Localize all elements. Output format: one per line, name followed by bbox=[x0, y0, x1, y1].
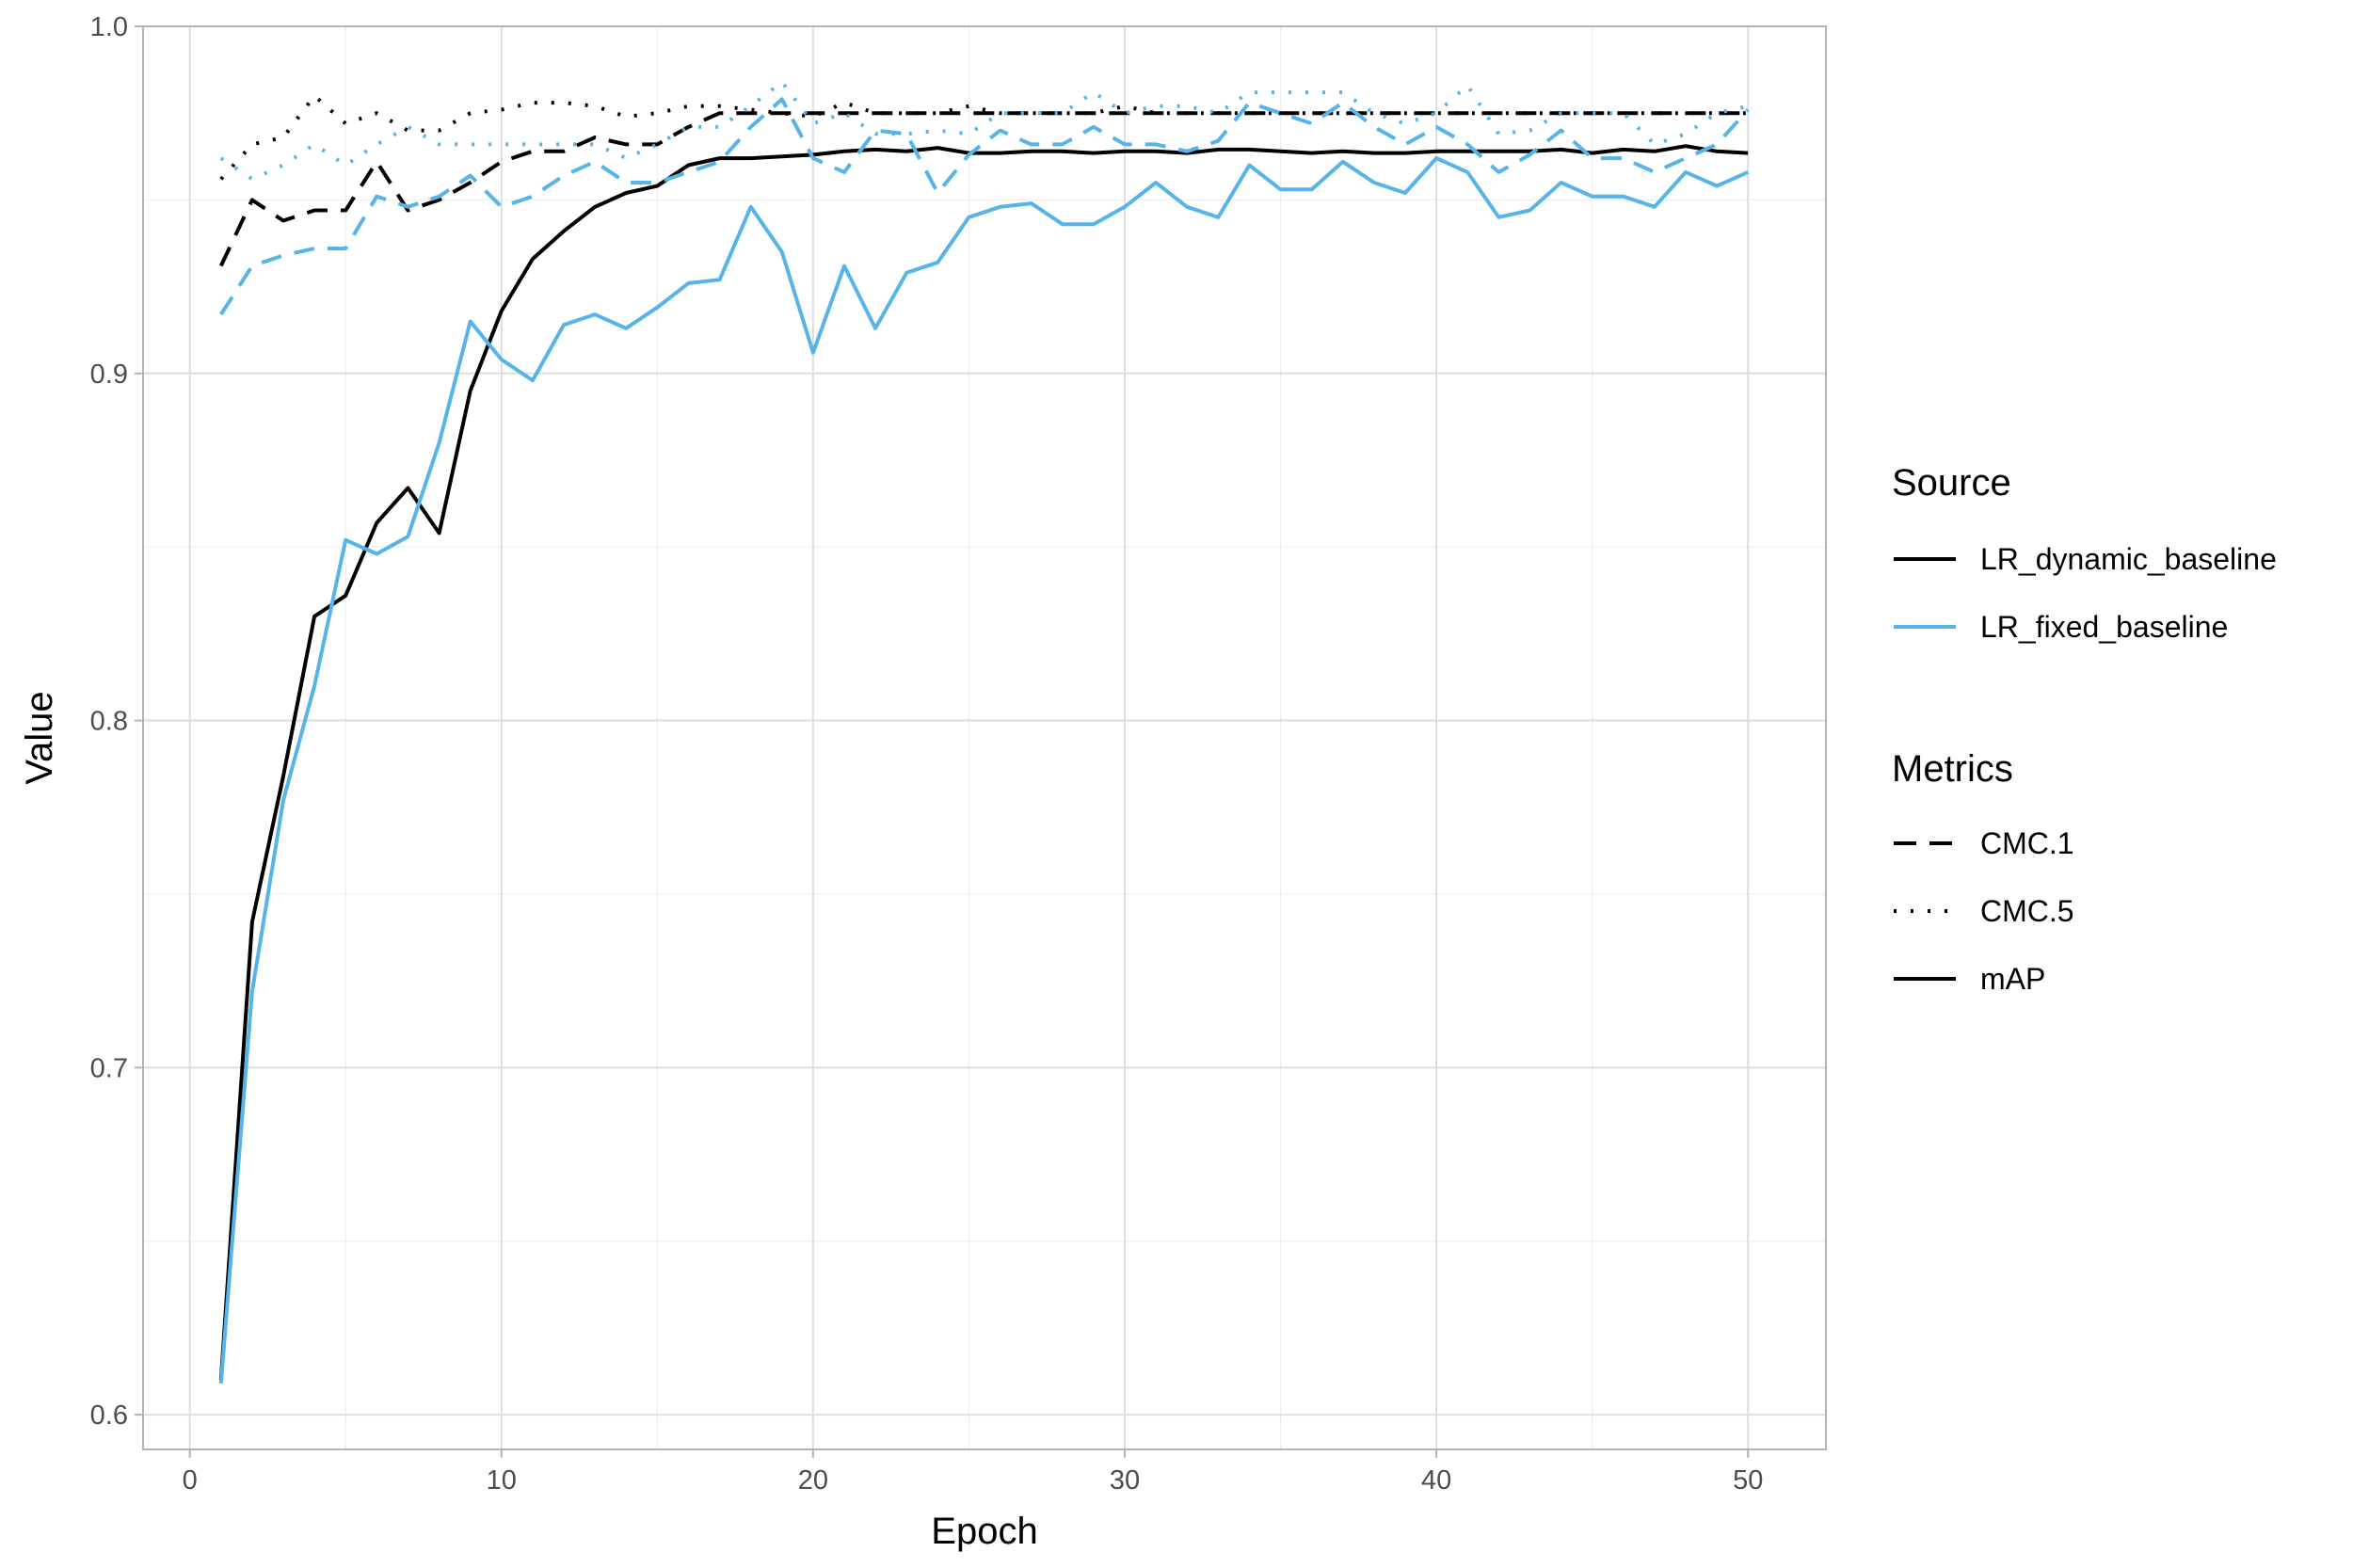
axis-ticks bbox=[135, 25, 1750, 1458]
x-axis-title: Epoch bbox=[931, 1511, 1037, 1552]
series-line-lr-dynamic-baseline-cmc1 bbox=[218, 111, 1749, 267]
series-line-lr-dynamic-baseline-map bbox=[218, 144, 1749, 1381]
legend-label-lr-fixed: LR_fixed_baseline bbox=[1980, 610, 2228, 644]
y-tick-label: 1.0 bbox=[90, 12, 128, 42]
y-tick-label: 0.6 bbox=[90, 1400, 128, 1431]
x-tick-label: 10 bbox=[487, 1465, 517, 1496]
x-tick-label: 50 bbox=[1733, 1465, 1763, 1496]
y-tick-label: 0.7 bbox=[90, 1053, 128, 1083]
x-tick-label: 0 bbox=[183, 1465, 198, 1496]
legend-label-lr-dynamic: LR_dynamic_baseline bbox=[1980, 542, 2277, 576]
y-axis-title: Value bbox=[19, 691, 60, 784]
legend-source-title: Source bbox=[1892, 462, 2011, 504]
series-lines bbox=[218, 80, 1750, 1384]
legend-label-cmc1: CMC.1 bbox=[1980, 826, 2074, 860]
y-tick-label: 0.9 bbox=[90, 360, 128, 390]
legend-metrics-title: Metrics bbox=[1892, 748, 2013, 790]
legend-source: Source LR_dynamic_baseline LR_fixed_base… bbox=[1892, 462, 2277, 644]
legend-label-map: mAP bbox=[1980, 962, 2045, 996]
series-line-lr-fixed-baseline-map bbox=[218, 156, 1750, 1384]
legend-label-cmc5: CMC.5 bbox=[1980, 894, 2074, 928]
series-line-lr-dynamic-baseline-cmc5 bbox=[219, 93, 1749, 181]
x-tick-label: 20 bbox=[798, 1465, 828, 1496]
y-tick-label: 0.8 bbox=[90, 707, 128, 737]
x-tick-label: 30 bbox=[1110, 1465, 1140, 1496]
x-tick-label: 40 bbox=[1421, 1465, 1451, 1496]
axis-tick-labels: 0 10 20 30 40 50 0.6 0.7 0.8 0.9 1.0 bbox=[90, 12, 1764, 1496]
panel-border bbox=[142, 25, 1827, 1450]
series-line-lr-fixed-baseline-cmc1 bbox=[219, 97, 1750, 316]
legend-metrics: Metrics CMC.1 CMC.5 mAP bbox=[1892, 748, 2074, 996]
